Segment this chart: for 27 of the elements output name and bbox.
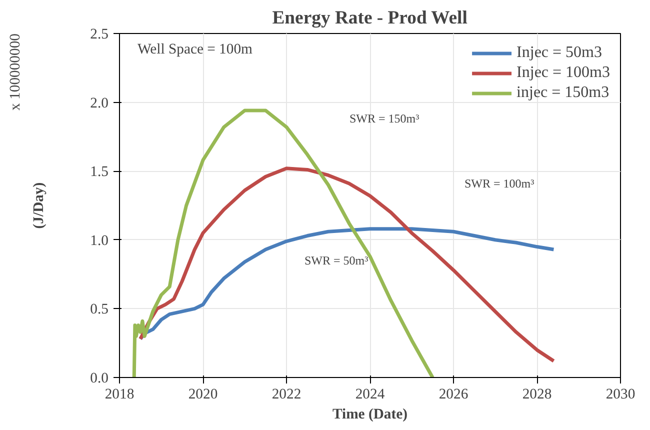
line-series <box>132 108 434 378</box>
x-tick-label: 2020 <box>188 386 218 402</box>
y-tick-label: 2.0 <box>90 95 109 112</box>
legend-label: Injec = 50m3 <box>516 44 602 62</box>
x-tick-label: 2022 <box>272 386 302 402</box>
y-tick-label: 2.5 <box>90 26 109 42</box>
text: x 100000000 <box>8 33 24 110</box>
legend-label: injec = 150m3 <box>516 84 610 102</box>
y-tick-label: 1.5 <box>90 164 109 180</box>
y-tick-label: 0.5 <box>90 302 109 318</box>
x-tick-label: 2024 <box>355 386 386 402</box>
annotation: SWR = 150m³ <box>350 112 420 126</box>
x-axis-title: Time (Date) <box>332 406 408 422</box>
x-tick-label: 2026 <box>438 386 468 402</box>
chart-title: Energy Rate - Prod Well <box>272 8 468 28</box>
annotation: Well Space = 100m <box>138 42 254 58</box>
y-tick-label: 0.0 <box>90 370 109 386</box>
y-tick-label: 1.0 <box>90 232 109 249</box>
y-axis-title: (J/Day) <box>31 182 48 229</box>
x-tick-label: 2030 <box>606 386 636 402</box>
x-tick-label: 2028 <box>522 386 552 402</box>
line-series <box>138 166 556 363</box>
line-series <box>138 227 556 341</box>
legend-label: Injec = 100m3 <box>516 64 610 82</box>
annotation: SWR = 50m³ <box>304 254 369 268</box>
x-tick-label: 2018 <box>104 386 134 402</box>
annotation: SWR = 100m³ <box>464 176 535 190</box>
